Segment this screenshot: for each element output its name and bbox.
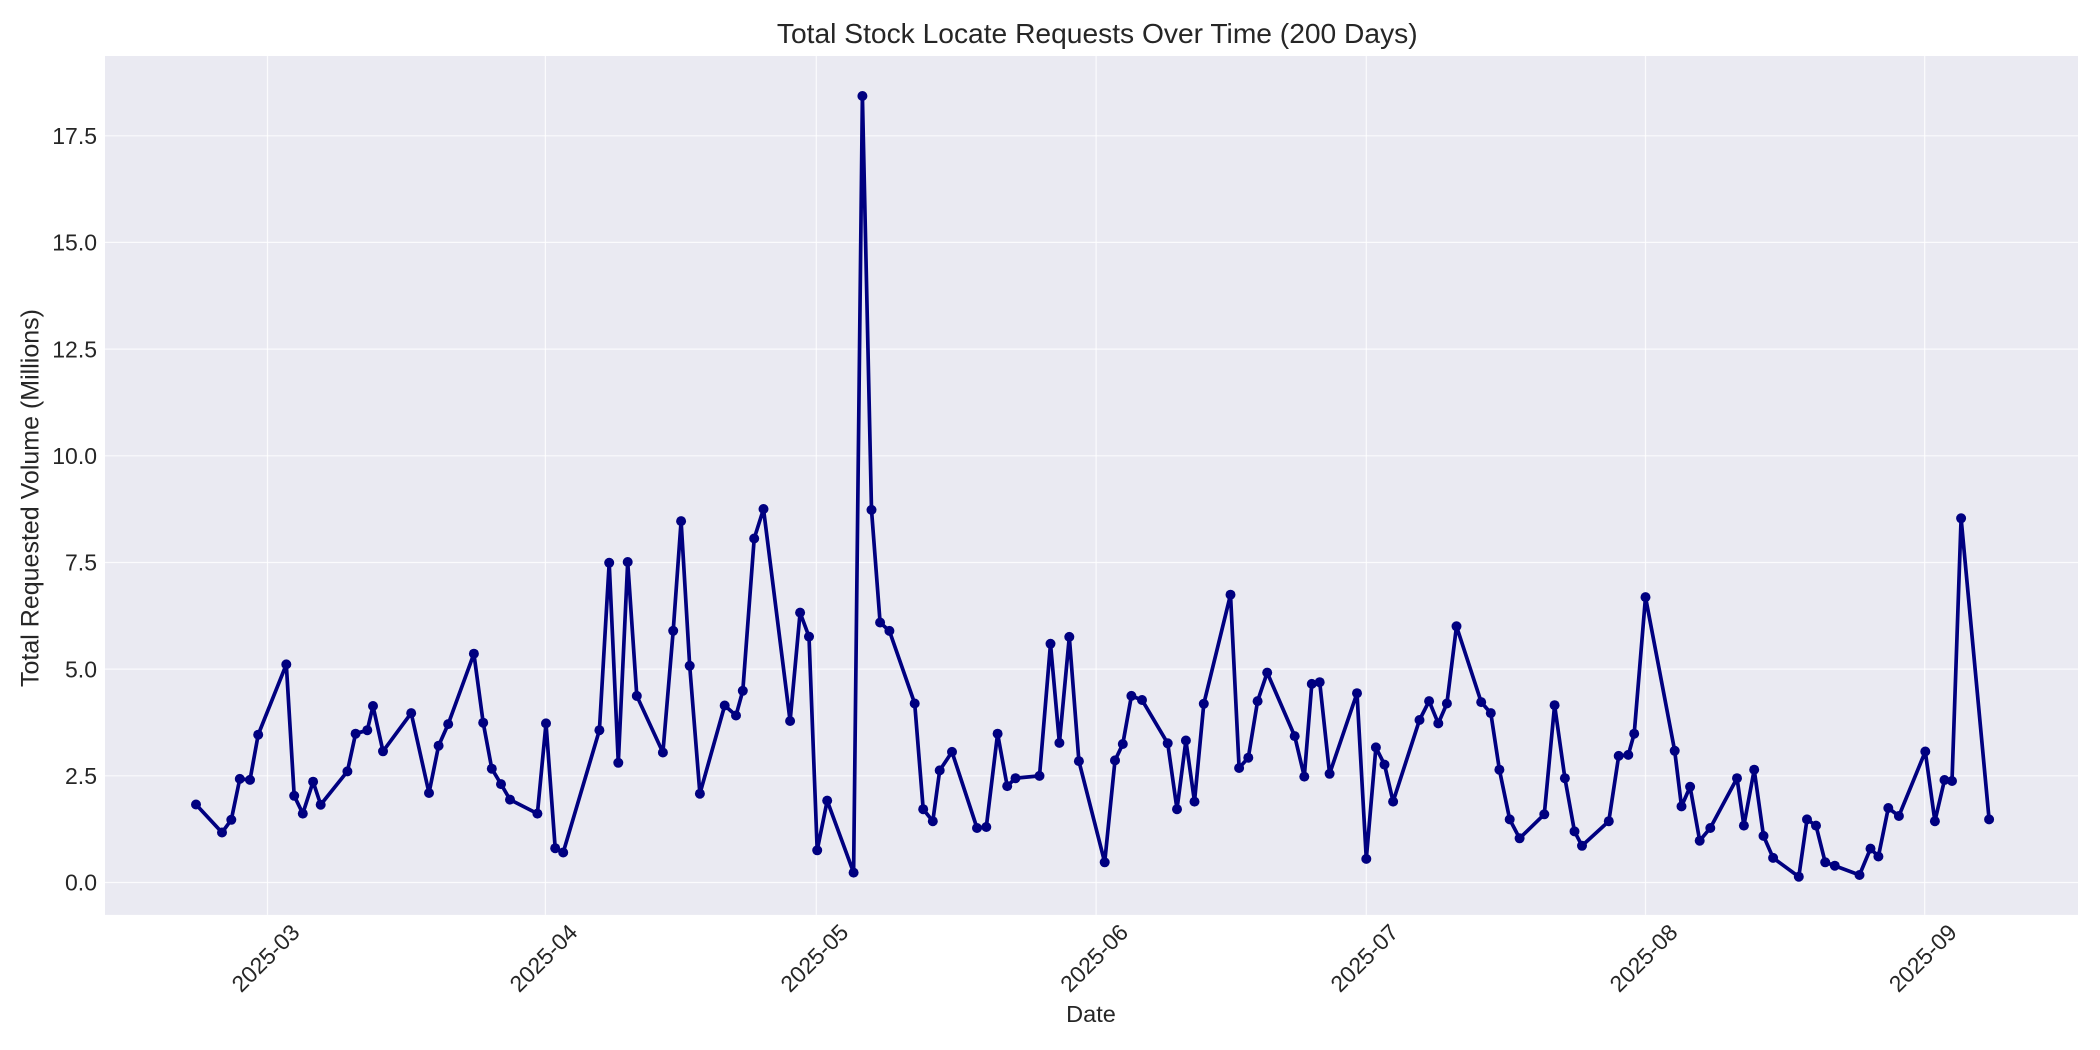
svg-text:0.0: 0.0 xyxy=(65,870,97,896)
svg-text:5.0: 5.0 xyxy=(65,656,97,682)
svg-text:Total Requested Volume (Millio: Total Requested Volume (Millions) xyxy=(17,309,45,687)
svg-text:7.5: 7.5 xyxy=(65,550,97,576)
svg-text:2.5: 2.5 xyxy=(65,763,97,789)
svg-text:15.0: 15.0 xyxy=(52,230,97,256)
svg-text:Total Stock Locate Requests Ov: Total Stock Locate Requests Over Time (2… xyxy=(777,17,1418,49)
svg-text:10.0: 10.0 xyxy=(52,443,97,469)
svg-text:17.5: 17.5 xyxy=(52,123,97,149)
svg-text:12.5: 12.5 xyxy=(52,336,97,362)
svg-text:Date: Date xyxy=(1066,1001,1116,1027)
